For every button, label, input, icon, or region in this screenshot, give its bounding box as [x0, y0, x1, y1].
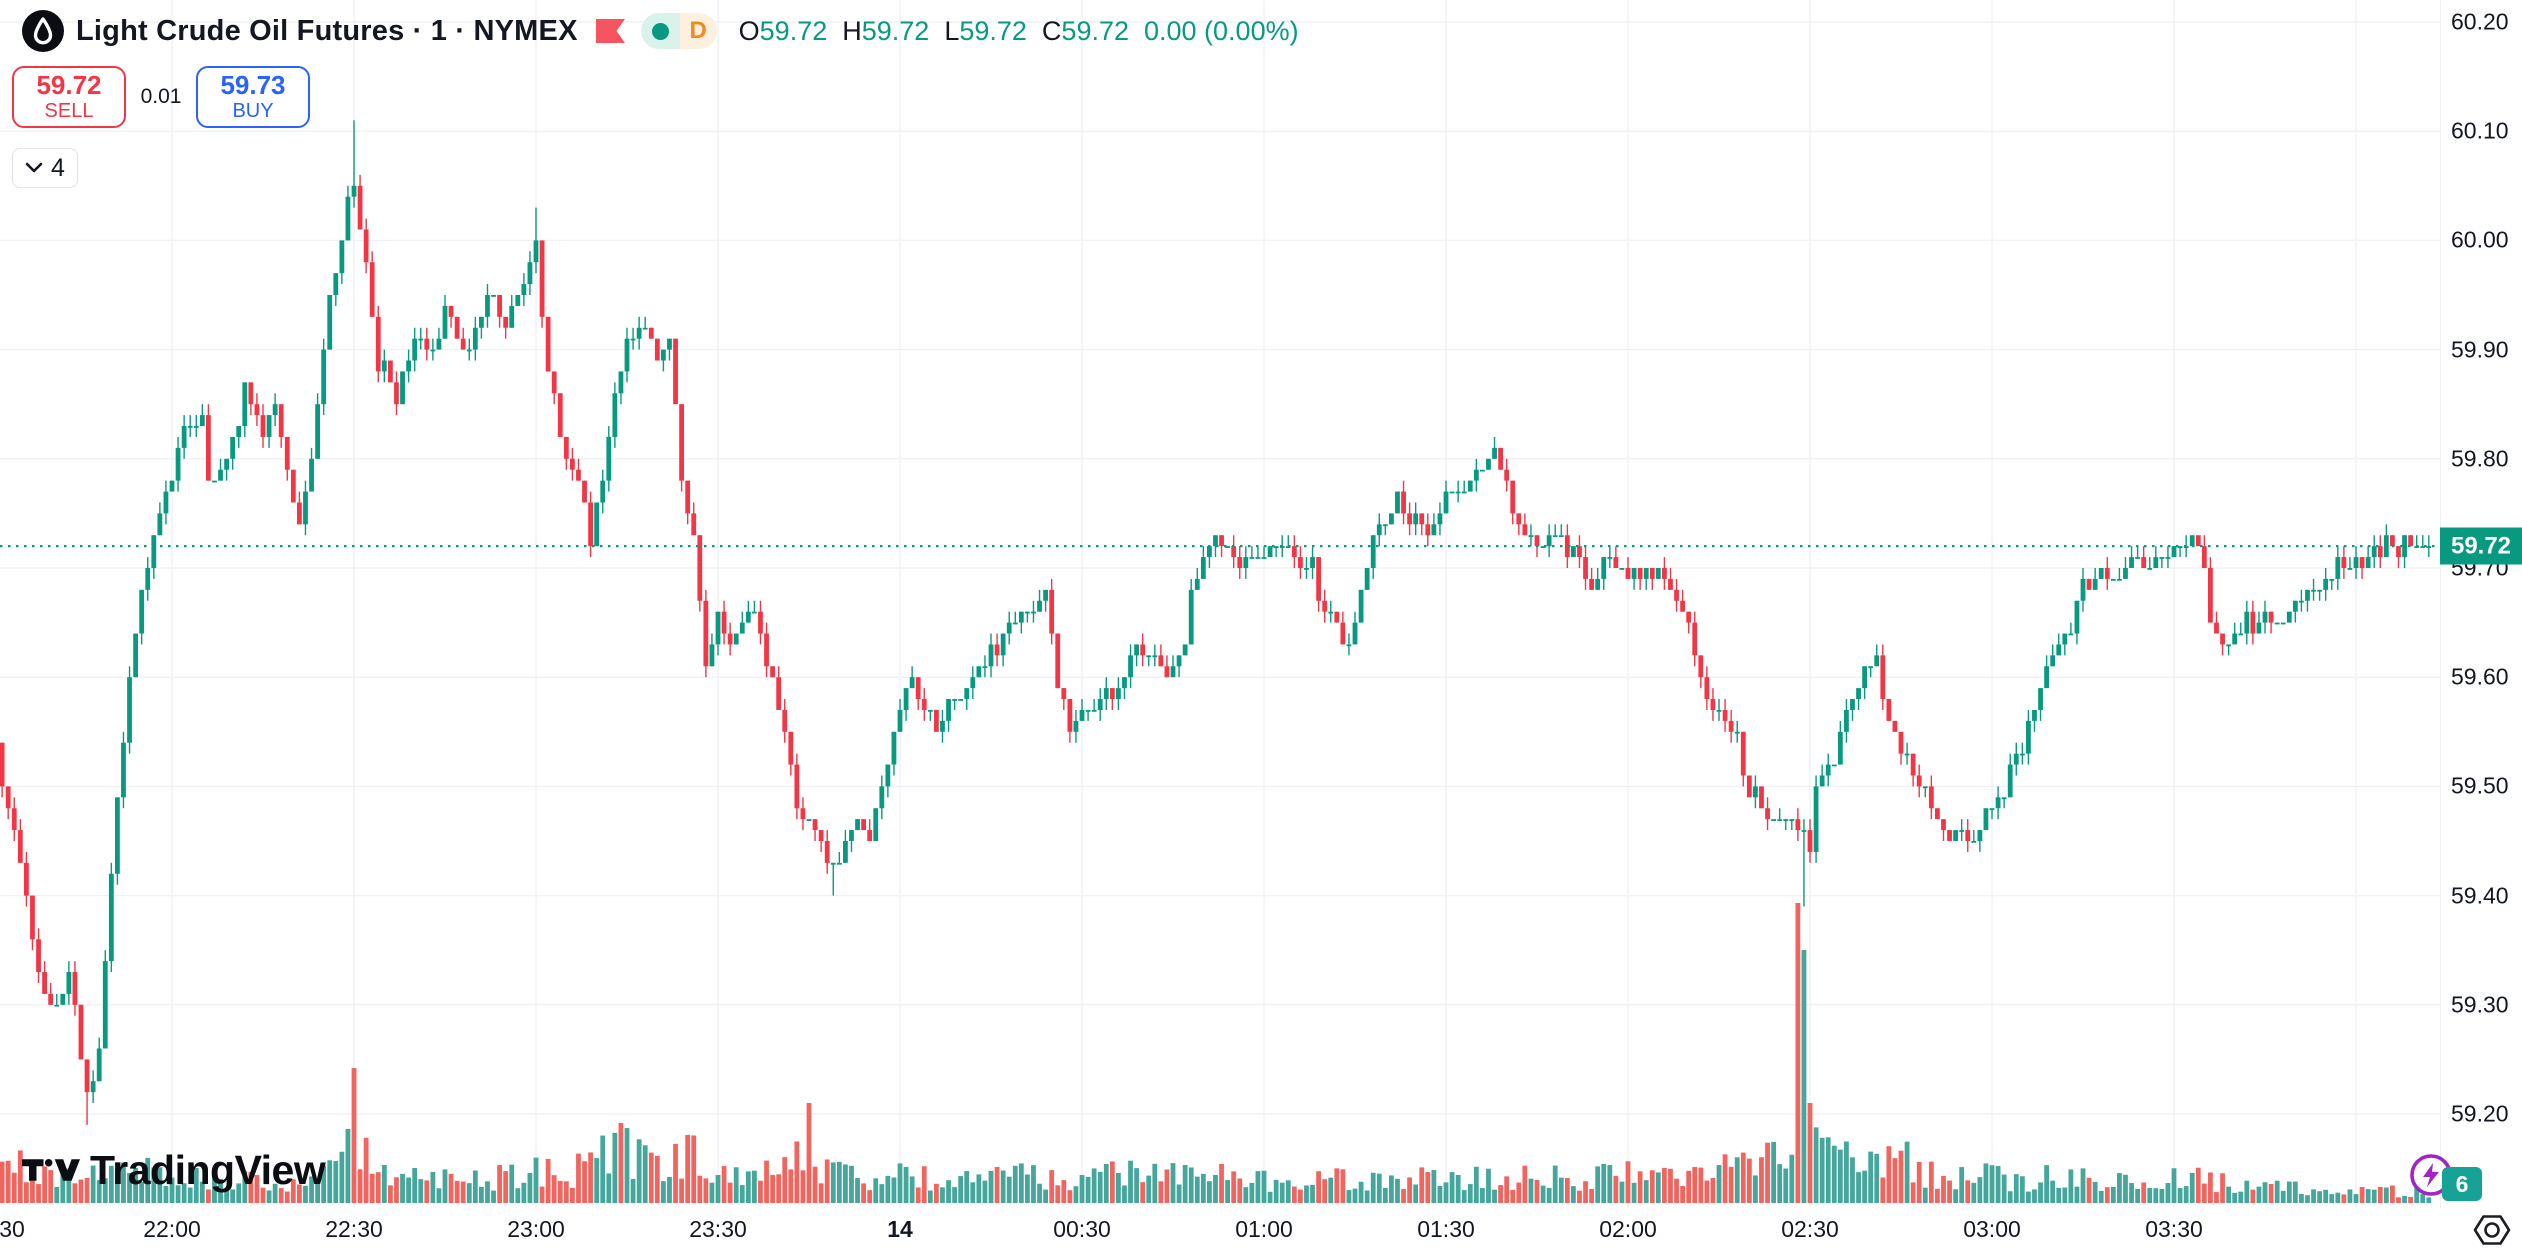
price-axis-label: 59.20	[2451, 1100, 2509, 1127]
time-axis-label: 01:30	[1417, 1216, 1475, 1242]
price-axis-separator	[2440, 0, 2441, 1246]
tradingview-logo[interactable]: TradingView	[22, 1146, 326, 1194]
time-axis-label: 23:00	[507, 1216, 565, 1242]
oil-drop-icon	[22, 10, 64, 52]
price-axis-label: 59.80	[2451, 445, 2509, 472]
settings-gear-icon[interactable]	[2473, 1214, 2511, 1251]
time-axis-label: 02:30	[1781, 1216, 1839, 1242]
object-tree-dropdown[interactable]: 4	[12, 148, 78, 188]
sell-label: SELL	[44, 100, 94, 123]
price-axis-label: 60.20	[2451, 8, 2509, 35]
interval-d-icon: D	[679, 13, 717, 49]
chevron-down-icon	[25, 162, 43, 174]
low-label: L	[944, 15, 960, 46]
time-axis[interactable]: 30 22:00 22:30 23:00 23:30 14 00:30 01:00 01:30 0…	[0, 1208, 2522, 1246]
open-value: 59.72	[759, 15, 828, 46]
market-status-pill[interactable]: D	[640, 13, 717, 49]
time-axis-label: 03:00	[1963, 1216, 2021, 1242]
time-axis-label: 00:30	[1053, 1216, 1111, 1242]
price-axis-label: 60.10	[2451, 117, 2509, 144]
chart-header: Light Crude Oil Futures · 1 · NYMEX D O5…	[22, 10, 1299, 52]
price-axis[interactable]: 60.20 60.10 60.00 59.90 59.80 59.70 59.60 59.50…	[2440, 0, 2522, 1208]
time-axis-label: 23:30	[689, 1216, 747, 1242]
trade-panel: 59.72 SELL 0.01 59.73 BUY	[12, 66, 310, 128]
current-price-badge: 59.72	[2440, 527, 2522, 565]
sell-price: 59.72	[36, 70, 102, 101]
open-label: O	[738, 15, 760, 46]
flag-icon[interactable]	[595, 19, 625, 43]
time-axis-label: 01:00	[1235, 1216, 1293, 1242]
time-axis-label: 22:30	[325, 1216, 383, 1242]
price-axis-label: 59.30	[2451, 991, 2509, 1018]
object-count: 4	[51, 153, 65, 182]
time-axis-label: 22:00	[143, 1216, 201, 1242]
price-axis-label: 59.50	[2451, 772, 2509, 799]
time-axis-label: 03:30	[2145, 1216, 2203, 1242]
time-axis-label: 02:00	[1599, 1216, 1657, 1242]
symbol-title[interactable]: Light Crude Oil Futures · 1 · NYMEX	[76, 14, 578, 47]
price-axis-label: 60.00	[2451, 226, 2509, 253]
time-axis-label: 30	[0, 1216, 25, 1242]
buy-price: 59.73	[220, 70, 286, 101]
price-axis-label: 59.60	[2451, 663, 2509, 690]
price-axis-label: 59.40	[2451, 882, 2509, 909]
buy-button[interactable]: 59.73 BUY	[196, 66, 310, 128]
market-open-dot-icon	[640, 13, 680, 49]
high-value: 59.72	[861, 15, 930, 46]
change-value: 0.00 (0.00%)	[1144, 15, 1299, 46]
alert-count-badge: 6	[2442, 1167, 2482, 1201]
high-label: H	[842, 15, 862, 46]
sell-button[interactable]: 59.72 SELL	[12, 66, 126, 128]
price-axis-label: 59.90	[2451, 336, 2509, 363]
alert-widget[interactable]: 6	[2409, 1153, 2482, 1201]
spread-value: 0.01	[140, 85, 182, 108]
close-value: 59.72	[1061, 15, 1129, 46]
low-value: 59.72	[959, 15, 1027, 46]
buy-label: BUY	[232, 100, 274, 123]
tradingview-mark-icon	[22, 1146, 80, 1194]
close-label: C	[1041, 15, 1062, 46]
tradingview-wordmark: TradingView	[90, 1146, 326, 1193]
ohlc-row: O59.72 H59.72 L59.72 C59.72 0.00 (0.00%)	[739, 16, 1299, 47]
time-axis-label: 14	[887, 1216, 913, 1242]
